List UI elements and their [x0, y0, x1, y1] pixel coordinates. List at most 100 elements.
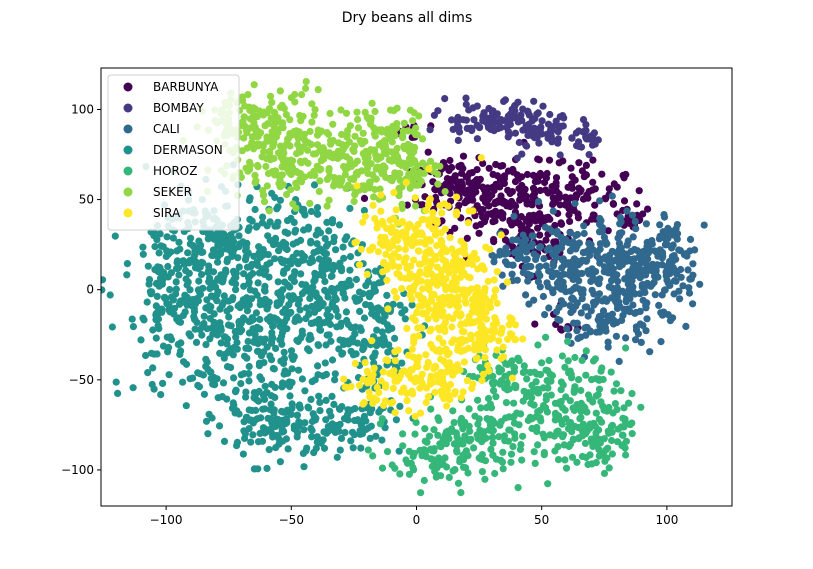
data-point: [454, 479, 463, 487]
data-point: [307, 395, 315, 403]
data-point: [458, 271, 466, 279]
data-point: [299, 449, 307, 457]
data-point: [389, 300, 397, 308]
data-point: [430, 290, 438, 298]
data-point: [208, 251, 216, 259]
data-point: [567, 370, 575, 378]
data-point: [620, 197, 629, 205]
data-point: [495, 433, 503, 441]
data-point: [597, 398, 605, 406]
data-point: [320, 428, 328, 436]
data-point: [489, 170, 497, 178]
data-point: [237, 380, 245, 388]
y-tick-label: −100: [61, 463, 94, 477]
data-point: [408, 345, 416, 353]
data-point: [254, 142, 262, 150]
data-point: [475, 229, 483, 237]
data-point: [223, 258, 231, 266]
data-point: [399, 442, 407, 450]
data-point: [605, 403, 613, 412]
data-point: [340, 415, 349, 423]
data-point: [202, 341, 210, 349]
data-point: [368, 310, 376, 318]
data-point: [351, 329, 359, 337]
data-point: [293, 238, 301, 246]
data-point: [478, 310, 486, 318]
data-point: [595, 254, 603, 262]
data-point: [600, 233, 609, 241]
data-point: [442, 286, 450, 294]
data-point: [215, 233, 223, 241]
data-point: [203, 296, 211, 304]
data-point: [351, 191, 359, 199]
data-point: [291, 268, 299, 276]
data-point: [479, 206, 487, 214]
data-point: [582, 430, 590, 438]
data-point: [213, 291, 221, 299]
data-point: [356, 427, 364, 435]
data-point: [260, 359, 268, 367]
data-point: [564, 337, 572, 345]
data-point: [473, 354, 481, 362]
data-point: [597, 367, 605, 375]
data-point: [457, 489, 465, 497]
data-point: [527, 271, 535, 279]
data-point: [281, 305, 289, 313]
data-point: [260, 348, 268, 356]
data-point: [552, 308, 561, 316]
data-point: [530, 211, 538, 219]
data-point: [489, 107, 497, 115]
data-point: [530, 401, 538, 409]
data-point: [351, 160, 359, 168]
data-point: [370, 364, 378, 372]
data-point: [522, 192, 530, 200]
data-point: [321, 277, 329, 286]
data-point: [366, 178, 374, 186]
data-point: [387, 106, 395, 114]
data-point: [287, 347, 296, 355]
data-point: [559, 381, 567, 389]
data-point: [459, 152, 468, 160]
legend-marker-horoz: [123, 166, 133, 176]
data-point: [631, 309, 639, 317]
data-point: [407, 374, 415, 382]
data-point: [457, 420, 465, 428]
data-point: [462, 336, 470, 344]
data-point: [399, 430, 407, 438]
data-point: [519, 231, 527, 239]
data-point: [446, 234, 454, 242]
data-point: [325, 196, 333, 204]
data-point: [500, 179, 508, 187]
data-point: [409, 174, 417, 182]
data-point: [578, 167, 587, 175]
data-point: [378, 217, 386, 226]
data-point: [331, 428, 339, 436]
data-point: [364, 153, 372, 161]
data-point: [256, 315, 264, 324]
data-point: [322, 242, 330, 250]
data-point: [196, 326, 204, 334]
data-point: [528, 381, 536, 389]
data-point: [513, 276, 521, 284]
data-point: [632, 336, 640, 344]
data-point: [504, 127, 512, 136]
data-point: [430, 445, 438, 453]
data-point: [592, 409, 600, 417]
data-point: [292, 315, 300, 323]
data-point: [327, 337, 335, 345]
data-point: [142, 351, 150, 360]
data-point: [582, 161, 591, 169]
data-point: [615, 239, 624, 247]
data-point: [507, 359, 515, 367]
data-point: [426, 126, 434, 134]
data-point: [296, 157, 304, 165]
data-point: [496, 421, 504, 429]
data-point: [209, 246, 217, 254]
data-point: [289, 253, 297, 261]
data-point: [287, 170, 295, 179]
data-point: [574, 334, 582, 343]
data-point: [605, 283, 614, 291]
data-point: [460, 358, 468, 366]
data-point: [451, 251, 459, 259]
data-point: [308, 302, 316, 311]
